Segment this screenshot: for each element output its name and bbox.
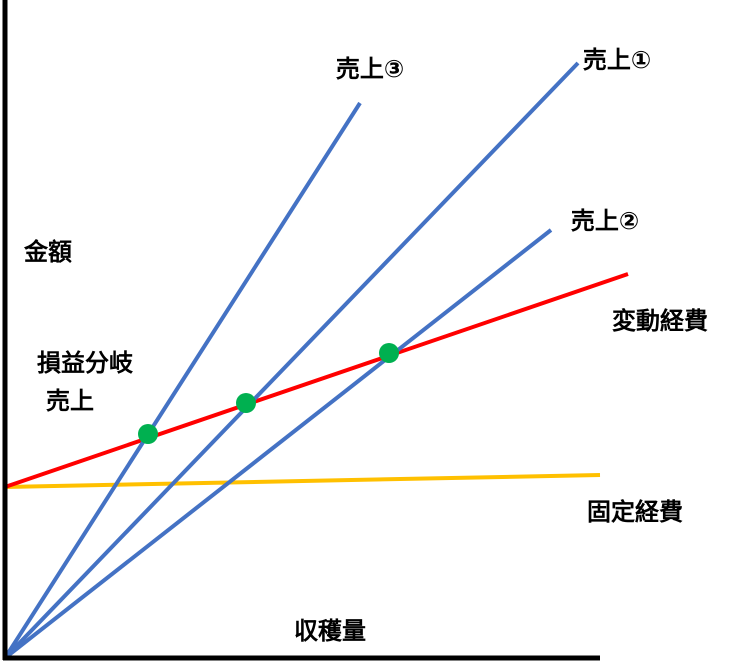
sales-1-line [3, 61, 580, 660]
sales-3-label: 売上③ [336, 55, 404, 83]
fixed-cost-line [4, 473, 601, 489]
break-even-point [236, 393, 256, 413]
x-axis-label: 収穫量 [294, 617, 366, 645]
variable-cost-label: 変動経費 [612, 307, 708, 335]
y-axis-label: 金額 [23, 238, 72, 266]
variable-cost-line [4, 272, 629, 489]
break-even-point [379, 343, 399, 363]
break-even-label: 売上 [46, 387, 94, 415]
break-even-label: 損益分岐 [37, 349, 133, 377]
sales-2-label: 売上② [571, 207, 639, 235]
sales-1-label: 売上① [583, 46, 651, 74]
sales-2-line [3, 228, 553, 660]
fixed-cost-label: 固定経費 [587, 498, 683, 526]
break-even-point [138, 424, 158, 444]
sales-3-line [3, 101, 362, 660]
